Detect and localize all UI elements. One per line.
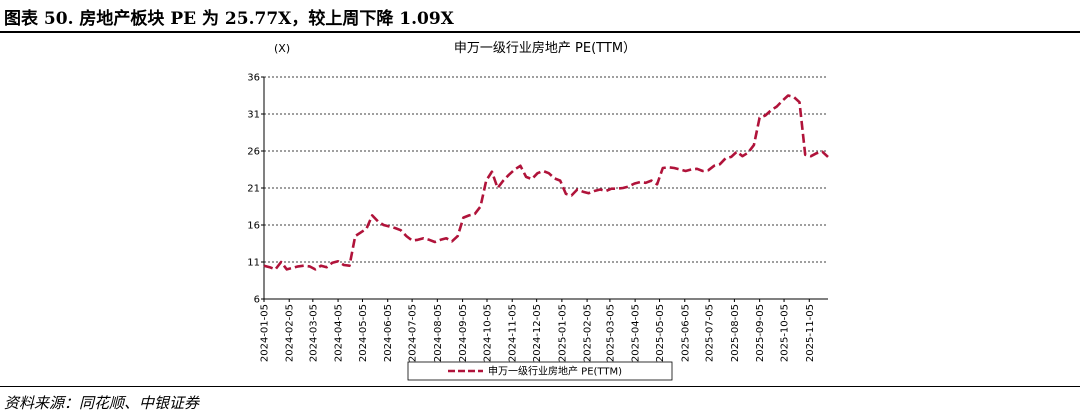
x-tick-label: 2025-02-05: [583, 304, 594, 362]
y-tick-label: 26: [247, 147, 260, 158]
legend-label: 申万一级行业房地产 PE(TTM): [488, 365, 622, 378]
source-note: 资料来源：同花顺、中银证券: [4, 394, 200, 412]
x-tick-label: 2024-02-05: [285, 304, 296, 362]
x-tick-label: 2025-06-05: [680, 304, 691, 362]
x-tick-label: 2024-06-05: [383, 304, 394, 362]
figure-title: 图表 50. 房地产板块 PE 为 25.77X，较上周下降 1.09X: [4, 9, 454, 29]
y-tick-label: 21: [247, 184, 260, 195]
y-axis-unit: (X): [274, 42, 290, 55]
x-tick-label: 2025-03-05: [605, 304, 616, 362]
y-tick-label: 16: [247, 221, 260, 232]
x-tick-label: 2024-08-05: [433, 304, 444, 362]
x-tick-label: 2024-11-05: [508, 304, 519, 362]
x-tick-label: 2024-03-05: [308, 304, 319, 362]
bottom-rule: [0, 386, 1080, 387]
chart-title: 申万一级行业房地产 PE(TTM）: [454, 40, 636, 56]
x-tick-label: 2025-01-05: [557, 304, 568, 362]
x-tick-label: 2024-09-05: [458, 304, 469, 362]
x-tick-label: 2025-07-05: [705, 304, 716, 362]
legend: 申万一级行业房地产 PE(TTM): [407, 361, 673, 381]
x-tick-label: 2025-11-05: [805, 304, 816, 362]
x-tick-label: 2025-05-05: [655, 304, 666, 362]
x-tick-label: 2024-01-05: [260, 304, 271, 362]
x-tick-label: 2025-04-05: [631, 304, 642, 362]
y-tick-label: 6: [254, 295, 260, 306]
y-tick-label: 11: [247, 258, 260, 269]
series-line: [263, 94, 829, 271]
top-rule: [0, 31, 1080, 33]
x-tick-label: 2024-05-05: [358, 304, 369, 362]
x-tick-label: 2025-09-05: [755, 304, 766, 362]
x-tick-label: 2024-10-05: [482, 304, 493, 362]
x-tick-label: 2025-08-05: [730, 304, 741, 362]
legend-box: [407, 361, 673, 381]
x-tick-label: 2024-04-05: [334, 304, 345, 362]
gridlines: [264, 76, 828, 263]
pe-line-chart: (X) 申万一级行业房地产 PE(TTM） 6 11 16 21 26 31 36 2024…: [247, 40, 829, 381]
x-tick-label: 2024-12-05: [532, 304, 543, 362]
x-tick-labels: 2024-01-05 2024-02-05 2024-03-05 2024-04-05…: [260, 299, 816, 362]
x-tick-label: 2024-07-05: [408, 304, 419, 362]
x-tick-label: 2025-10-05: [780, 304, 791, 362]
series-lines: [263, 94, 829, 271]
y-tick-label: 31: [247, 110, 260, 121]
y-tick-label: 36: [247, 73, 260, 84]
y-tick-labels: 6 11 16 21 26 31 36: [247, 73, 264, 306]
